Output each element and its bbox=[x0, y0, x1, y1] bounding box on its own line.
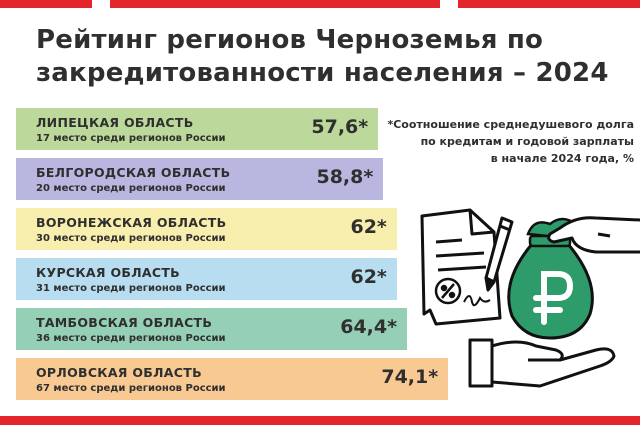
footnote-line: *Соотношение среднедушевого долга bbox=[387, 118, 634, 131]
bar-chart: ЛИПЕЦКАЯ ОБЛАСТЬ 17 место среди регионов … bbox=[16, 108, 456, 408]
ruble-icon bbox=[533, 271, 574, 325]
chart-title: Рейтинг регионов Черноземья по закредито… bbox=[36, 24, 609, 90]
pen-icon bbox=[484, 216, 514, 292]
bar-value-label: 62* bbox=[350, 216, 387, 238]
bar: БЕЛГОРОДСКАЯ ОБЛАСТЬ 20 место среди регио… bbox=[16, 158, 384, 200]
credit-illustration bbox=[420, 208, 640, 388]
top-strip-segment bbox=[458, 0, 640, 8]
bar-value-label: 74,1* bbox=[381, 366, 439, 388]
bar: ЛИПЕЦКАЯ ОБЛАСТЬ 17 место среди регионов … bbox=[16, 108, 379, 150]
bar-rank-label: 36 место среди регионов России bbox=[36, 333, 226, 344]
top-strip-segment bbox=[0, 0, 92, 8]
bar-value-label: 58,8* bbox=[316, 166, 374, 188]
bar-category-label: ОРЛОВСКАЯ ОБЛАСТЬ bbox=[36, 365, 202, 380]
chart-title-line1: Рейтинг регионов Черноземья по bbox=[36, 25, 544, 55]
bar: ВОРОНЕЖСКАЯ ОБЛАСТЬ 30 место среди регион… bbox=[16, 208, 397, 250]
bar-value-label: 57,6* bbox=[311, 116, 369, 138]
bar: ОРЛОВСКАЯ ОБЛАСТЬ 67 место среди регионов… bbox=[16, 358, 449, 400]
top-decor-strip bbox=[0, 0, 640, 8]
bar-category-label: ВОРОНЕЖСКАЯ ОБЛАСТЬ bbox=[36, 215, 227, 230]
bar-category-label: БЕЛГОРОДСКАЯ ОБЛАСТЬ bbox=[36, 165, 231, 180]
document-icon bbox=[420, 208, 502, 326]
footnote-line: по кредитам и годовой зарплаты bbox=[420, 135, 634, 148]
bar-rank-label: 30 место среди регионов России bbox=[36, 233, 226, 244]
bar: ТАМБОВСКАЯ ОБЛАСТЬ 36 место среди регионо… bbox=[16, 308, 408, 350]
bar-category-label: ЛИПЕЦКАЯ ОБЛАСТЬ bbox=[36, 115, 194, 130]
footnote-line: в начале 2024 года, % bbox=[490, 152, 634, 165]
bar-value-label: 62* bbox=[350, 266, 387, 288]
bar-rank-label: 20 место среди регионов России bbox=[36, 183, 226, 194]
signature-mark bbox=[463, 295, 491, 307]
bar-rank-label: 67 место среди регионов России bbox=[36, 383, 226, 394]
percent-icon bbox=[434, 277, 462, 305]
money-bag-icon bbox=[507, 217, 594, 340]
chart-title-line2: закредитованности населения – 2024 bbox=[36, 58, 609, 88]
bar-value-label: 64,4* bbox=[340, 316, 398, 338]
bar-category-label: ТАМБОВСКАЯ ОБЛАСТЬ bbox=[36, 315, 213, 330]
hand-icon bbox=[468, 338, 616, 388]
bar-rank-label: 31 место среди регионов России bbox=[36, 283, 226, 294]
top-strip-segment bbox=[110, 0, 440, 8]
bar-category-label: КУРСКАЯ ОБЛАСТЬ bbox=[36, 265, 180, 280]
bar-rank-label: 17 место среди регионов России bbox=[36, 133, 226, 144]
hand-icon bbox=[547, 216, 640, 254]
bottom-decor-strip bbox=[0, 416, 640, 425]
footnote: *Соотношение среднедушевого долга по кре… bbox=[362, 116, 634, 167]
bar: КУРСКАЯ ОБЛАСТЬ 31 место среди регионов Р… bbox=[16, 258, 397, 300]
